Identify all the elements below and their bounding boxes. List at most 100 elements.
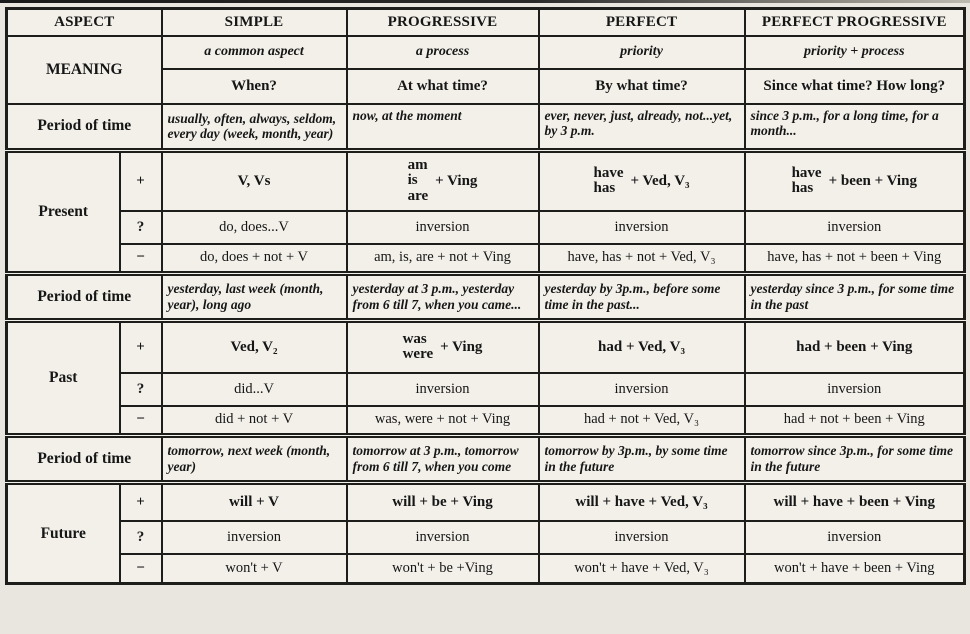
- formula-stack: have has: [791, 164, 822, 197]
- future-question-sign: ?: [118, 519, 163, 555]
- future-minus-simple-cell: won't + V: [160, 552, 348, 585]
- stack-item: have: [593, 164, 624, 181]
- stack-item: were: [402, 346, 434, 363]
- meaning-def-progressive: a process: [345, 34, 540, 70]
- present-plus-perfect-progressive-cell: have has + been + Ving: [743, 148, 966, 212]
- past-plus-sign: +: [118, 318, 163, 374]
- future-question-perfect-cell: inversion: [537, 519, 746, 555]
- past-negative-row: − did + not + V was, were + not + Ving h…: [7, 404, 966, 437]
- period-future-perfect: tomorrow by 3p.m., by some time in the f…: [537, 433, 746, 484]
- header-perfect: PERFECT: [537, 7, 746, 37]
- stack-item: is: [407, 172, 418, 189]
- header-progressive: PROGRESSIVE: [345, 7, 540, 37]
- present-minus-sign: −: [118, 242, 163, 275]
- period-present-perfect: ever, never, just, already, not...yet, b…: [537, 102, 746, 152]
- formula-stack: have has: [593, 164, 624, 197]
- tense-name-past: Past: [5, 318, 121, 437]
- header-aspect: ASPECT: [5, 7, 163, 37]
- future-plus-perfect-cell: will + have + Ved, V₃: [537, 480, 746, 522]
- meaning-def-perfect: priority: [537, 34, 746, 70]
- past-plus-simple-cell: Ved, V₂: [160, 318, 348, 374]
- formula-stack: was were: [402, 330, 434, 363]
- future-minus-perfect-progressive-cell: won't + have + been + Ving: [743, 552, 966, 585]
- period-future-perfect-progressive: tomorrow since 3p.m., for some time in t…: [743, 433, 966, 484]
- meaning-question-perfect-progressive: Since what time? How long?: [743, 67, 966, 105]
- past-minus-progressive-cell: was, were + not + Ving: [345, 404, 540, 437]
- formula: have has + Ved, V₃: [546, 164, 738, 197]
- present-minus-perfect-cell: have, has + not + Ved, V₃: [537, 242, 746, 275]
- meaning-label: MEANING: [5, 34, 163, 105]
- tense-name-present: Present: [5, 148, 121, 275]
- present-minus-simple-cell: do, does + not + V: [160, 242, 348, 275]
- period-label-present: Period of time: [5, 102, 163, 152]
- period-past-progressive: yesterday at 3 p.m., yesterday from 6 ti…: [345, 271, 540, 322]
- future-question-simple-cell: inversion: [160, 519, 348, 555]
- meaning-questions-row: When? At what time? By what time? Since …: [7, 67, 966, 105]
- present-question-sign: ?: [118, 209, 163, 245]
- period-past-simple: yesterday, last week (month, year), long…: [160, 271, 348, 322]
- formula: am is are + Ving: [354, 157, 532, 205]
- past-question-row: ? did...V inversion inversion inversion: [7, 371, 966, 407]
- period-future-simple: tomorrow, next week (month, year): [160, 433, 348, 484]
- header-row: ASPECT SIMPLE PROGRESSIVE PERFECT PERFEC…: [5, 7, 966, 37]
- present-plus-simple-cell: V, Vs: [160, 148, 348, 212]
- formula-suffix: + Ving: [440, 338, 483, 355]
- stack-item: have: [791, 164, 822, 181]
- period-present-row: Period of time usually, often, always, s…: [5, 102, 966, 152]
- formula: have has + been + Ving: [752, 164, 958, 197]
- past-question-perfect-cell: inversion: [537, 371, 746, 407]
- stack-item: are: [407, 188, 429, 205]
- meaning-question-progressive: At what time?: [345, 67, 540, 105]
- past-minus-sign: −: [118, 404, 163, 437]
- period-past-row: Period of time yesterday, last week (mon…: [5, 271, 966, 322]
- present-minus-progressive-cell: am, is, are + not + Ving: [345, 242, 540, 275]
- formula-suffix: + Ving: [435, 172, 478, 189]
- present-negative-row: − do, does + not + V am, is, are + not +…: [7, 242, 966, 275]
- header-perfect-progressive: PERFECT PROGRESSIVE: [743, 7, 966, 37]
- future-plus-sign: +: [118, 480, 163, 522]
- meaning-question-perfect: By what time?: [537, 67, 746, 105]
- meaning-question-simple: When?: [160, 67, 348, 105]
- present-minus-perfect-progressive-cell: have, has + not + been + Ving: [743, 242, 966, 275]
- future-affirmative-row: Future + will + V will + be + Ving will …: [5, 480, 966, 585]
- future-question-progressive-cell: inversion: [345, 519, 540, 555]
- formula: was were + Ving: [354, 330, 532, 363]
- stack-item: has: [593, 180, 616, 197]
- past-plus-progressive-cell: was were + Ving: [345, 318, 540, 374]
- past-question-sign: ?: [118, 371, 163, 407]
- formula-suffix: + been + Ving: [828, 172, 917, 189]
- past-affirmative-row: Past + Ved, V₂ was were + Ving had + Ved…: [5, 318, 966, 437]
- period-past-perfect: yesterday by 3p.m., before some time in …: [537, 271, 746, 322]
- header-simple: SIMPLE: [160, 7, 348, 37]
- meaning-def-perfect-progressive: priority + process: [743, 34, 966, 70]
- tense-aspect-table: ASPECT SIMPLE PROGRESSIVE PERFECT PERFEC…: [5, 7, 967, 585]
- past-minus-perfect-progressive-cell: had + not + been + Ving: [743, 404, 966, 437]
- period-label-future: Period of time: [5, 433, 163, 484]
- meaning-def-simple: a common aspect: [160, 34, 348, 70]
- past-question-progressive-cell: inversion: [345, 371, 540, 407]
- stack-item: was: [402, 330, 427, 347]
- period-present-perfect-progressive: since 3 p.m., for a long time, for a mon…: [743, 102, 966, 152]
- past-plus-perfect-cell: had + Ved, V₃: [537, 318, 746, 374]
- period-present-simple: usually, often, always, seldom, every da…: [160, 102, 348, 152]
- period-future-row: Period of time tomorrow, next week (mont…: [5, 433, 966, 484]
- formula-suffix: + Ved, V₃: [630, 172, 690, 189]
- future-plus-perfect-progressive-cell: will + have + been + Ving: [743, 480, 966, 522]
- future-plus-simple-cell: will + V: [160, 480, 348, 522]
- present-plus-sign: +: [118, 148, 163, 212]
- period-present-progressive: now, at the moment: [345, 102, 540, 152]
- tense-name-future: Future: [5, 480, 121, 585]
- stack-item: has: [791, 180, 814, 197]
- present-question-progressive-cell: inversion: [345, 209, 540, 245]
- present-question-perfect-cell: inversion: [537, 209, 746, 245]
- formula-stack: am is are: [407, 157, 429, 205]
- present-plus-perfect-cell: have has + Ved, V₃: [537, 148, 746, 212]
- past-question-simple-cell: did...V: [160, 371, 348, 407]
- scanned-grammar-table-page: ASPECT SIMPLE PROGRESSIVE PERFECT PERFEC…: [5, 7, 967, 585]
- past-minus-perfect-cell: had + not + Ved, V₃: [537, 404, 746, 437]
- past-question-perfect-progressive-cell: inversion: [743, 371, 966, 407]
- present-plus-progressive-cell: am is are + Ving: [345, 148, 540, 212]
- present-question-row: ? do, does...V inversion inversion inver…: [7, 209, 966, 245]
- future-question-perfect-progressive-cell: inversion: [743, 519, 966, 555]
- present-affirmative-row: Present + V, Vs am is are + Ving have ha…: [5, 148, 966, 275]
